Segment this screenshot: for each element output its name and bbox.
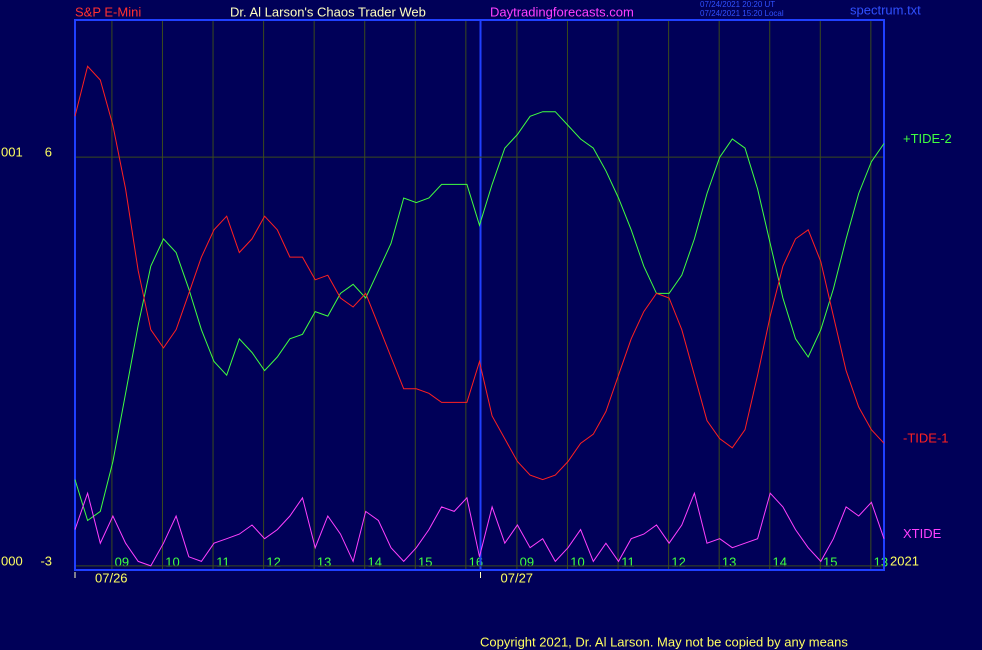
x-tick-label: 11 xyxy=(621,554,635,569)
series-line xyxy=(74,491,885,567)
y-tick-label: -3 xyxy=(40,553,52,568)
x-tick-label: 13 xyxy=(874,554,888,569)
file-name: spectrum.txt xyxy=(850,2,921,17)
x-tick-label: 10 xyxy=(165,554,179,569)
x-tick-label: 09 xyxy=(520,554,534,569)
x-tick-label: 13 xyxy=(317,554,331,569)
x-tick-label: 14 xyxy=(367,554,381,569)
y-tick-label: 6 xyxy=(45,145,52,160)
day-label: 07/26 xyxy=(95,570,128,585)
x-tick-label: 13 xyxy=(722,554,736,569)
x-tick-label: 15 xyxy=(823,554,837,569)
legend-label: -TIDE-1 xyxy=(903,431,949,446)
series-line xyxy=(74,111,885,522)
x-tick-label: 09 xyxy=(115,554,129,569)
x-tick-label: 14 xyxy=(772,554,786,569)
legend-label: XTIDE xyxy=(903,526,942,541)
x-tick-label: 11 xyxy=(216,554,230,569)
x-tick-label: 12 xyxy=(266,554,280,569)
timestamp-ut: 07/24/2021 20:20 UT xyxy=(700,0,775,9)
y-tick-prefix: 000 xyxy=(1,553,23,568)
x-tick-label: 10 xyxy=(570,554,584,569)
footer: Copyright 2021, Dr. Al Larson. May not b… xyxy=(480,634,848,649)
legend-label: +TIDE-2 xyxy=(903,131,952,146)
symbol: S&P E-Mini xyxy=(75,4,141,19)
chart-title: Dr. Al Larson's Chaos Trader Web xyxy=(230,4,426,19)
year-label: 2021 xyxy=(890,553,919,568)
y-tick-prefix: 001 xyxy=(1,145,23,160)
series-line xyxy=(74,65,885,481)
site: Daytradingforecasts.com xyxy=(490,4,634,19)
x-tick-label: 15 xyxy=(418,554,432,569)
day-label: 07/27 xyxy=(501,570,534,585)
x-tick-label: 12 xyxy=(671,554,685,569)
timestamp-local: 07/24/2021 15:20 Local xyxy=(700,9,784,18)
plot-frame xyxy=(74,19,885,571)
